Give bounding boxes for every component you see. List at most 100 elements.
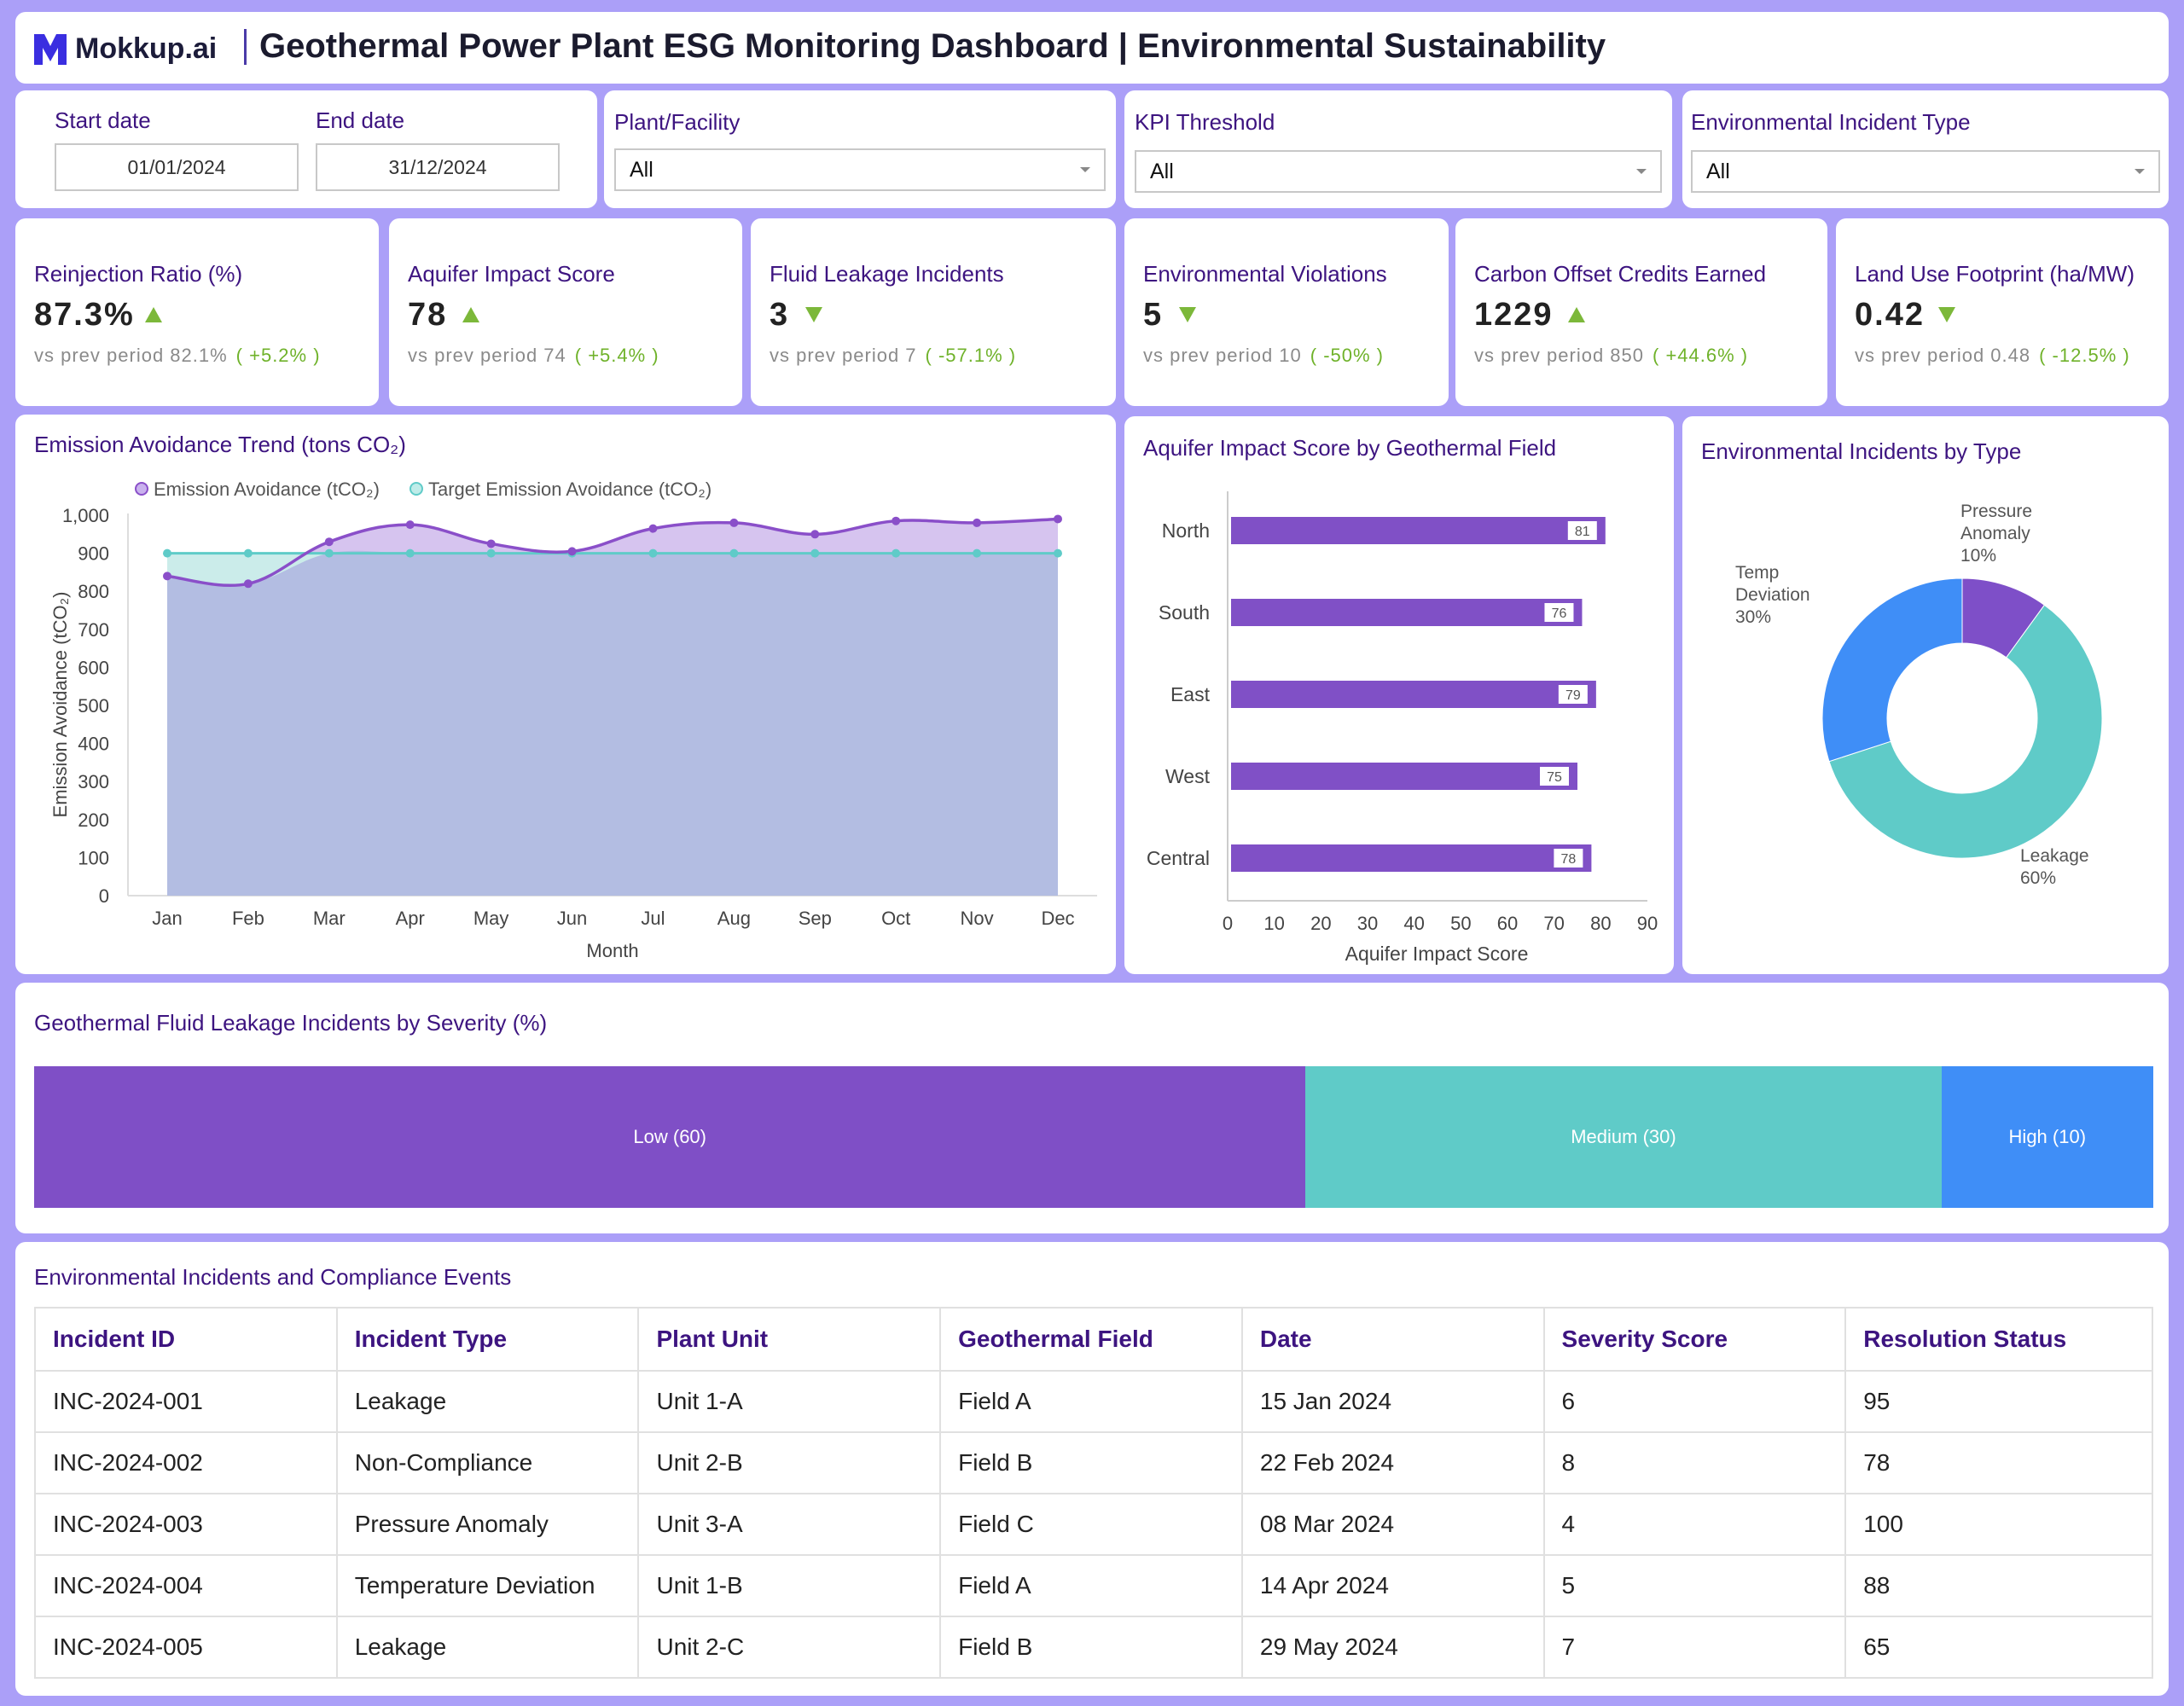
bar-value-label: 75 — [1547, 770, 1562, 785]
y-tick-label: 300 — [78, 771, 109, 792]
x-tick-label: 50 — [1450, 913, 1471, 934]
table-cell: Non-Compliance — [335, 1431, 640, 1494]
aquifer-chart-title: Aquifer Impact Score by Geothermal Field — [1143, 435, 1557, 461]
table-row[interactable]: INC-2024-003 Pressure Anomaly Unit 3-A Fiel… — [34, 1493, 2153, 1556]
trend-down-icon — [1938, 307, 1955, 322]
table-cell: Leakage — [335, 1616, 640, 1679]
svg-text:60%: 60% — [2020, 868, 2056, 888]
start-date-input[interactable]: 01/01/2024 — [55, 143, 299, 191]
y-tick-label: 800 — [78, 581, 109, 602]
emission-point — [1054, 514, 1062, 524]
column-header[interactable]: Date — [1240, 1307, 1545, 1372]
kpi-title: Aquifer Impact Score — [408, 261, 615, 287]
kpi-title: Environmental Violations — [1143, 261, 1387, 287]
y-tick-label: 1,000 — [62, 505, 109, 526]
date-filter-card: Start date 01/01/2024 End date 31/12/202… — [15, 90, 597, 208]
x-tick-label: Jul — [641, 908, 665, 929]
emission-point — [243, 579, 253, 589]
column-header[interactable]: Plant Unit — [637, 1307, 942, 1372]
table-cell: INC-2024-003 — [34, 1493, 338, 1556]
legend-label-target: Target Emission Avoidance (tCO₂) — [428, 479, 712, 500]
table-header-row: Incident ID Incident Type Plant Unit Geothe… — [34, 1307, 2153, 1372]
target-point — [729, 548, 739, 558]
bar-value-box — [1558, 685, 1588, 704]
x-axis-title: Aquifer Impact Score — [1345, 943, 1529, 965]
svg-text:Temp: Temp — [1735, 563, 1779, 583]
table-cell: Unit 3-A — [637, 1493, 942, 1556]
target-point — [324, 548, 334, 558]
table-cell: INC-2024-002 — [34, 1431, 338, 1494]
column-header[interactable]: Resolution Status — [1844, 1307, 2153, 1372]
donut-slice — [1821, 577, 1963, 763]
y-tick-label: 900 — [78, 543, 109, 565]
table-row[interactable]: INC-2024-002 Non-Compliance Unit 2-B Field … — [34, 1431, 2153, 1494]
kpi-comparison: vs prev period 10( -50% ) — [1143, 345, 1385, 366]
table-cell: 88 — [1844, 1554, 2153, 1617]
table-cell: 4 — [1542, 1493, 1847, 1556]
column-header[interactable]: Severity Score — [1542, 1307, 1847, 1372]
target-point — [405, 548, 415, 558]
bar — [1231, 599, 1583, 626]
kpi-comparison: vs prev period 7( -57.1% ) — [770, 345, 1017, 366]
kpi-threshold-select[interactable]: All — [1135, 150, 1662, 193]
category-label: South — [1159, 601, 1210, 624]
table-cell: Temperature Deviation — [335, 1554, 640, 1617]
kpi-threshold-card: KPI Threshold All — [1124, 90, 1672, 208]
table-row[interactable]: INC-2024-005 Leakage Unit 2-C Field B 29 May… — [34, 1616, 2153, 1679]
target-point — [810, 548, 820, 558]
svg-text:Pressure: Pressure — [1960, 502, 2032, 521]
table-cell: 78 — [1844, 1431, 2153, 1494]
kpi-comparison: vs prev period 0.48( -12.5% ) — [1855, 345, 2130, 366]
x-tick-label: Nov — [961, 908, 994, 929]
plant-filter-select[interactable]: All — [614, 148, 1106, 191]
end-date-label: End date — [316, 107, 405, 133]
column-header[interactable]: Incident Type — [335, 1307, 640, 1372]
kpi-value: 1229 — [1474, 297, 1554, 333]
emission-point — [405, 520, 415, 530]
table-row[interactable]: INC-2024-001 Leakage Unit 1-A Field A 15 Jan… — [34, 1370, 2153, 1433]
table-cell: 65 — [1844, 1616, 2153, 1679]
emission-point — [810, 530, 820, 539]
bar-value-label: 79 — [1565, 688, 1581, 703]
kpi-card-land-use: Land Use Footprint (ha/MW) 0.42 vs prev … — [1836, 218, 2169, 406]
x-tick-label: 20 — [1310, 913, 1331, 934]
column-header[interactable]: Incident ID — [34, 1307, 338, 1372]
table-cell: 95 — [1844, 1370, 2153, 1433]
table-cell: INC-2024-005 — [34, 1616, 338, 1679]
table-cell: 15 Jan 2024 — [1240, 1370, 1545, 1433]
kpi-card-carbon: Carbon Offset Credits Earned 1229 vs pre… — [1455, 218, 1827, 406]
incident-type-select[interactable]: All — [1691, 150, 2160, 193]
end-date-input[interactable]: 31/12/2024 — [316, 143, 560, 191]
y-tick-label: 100 — [78, 847, 109, 868]
plant-filter-value: All — [630, 158, 653, 182]
chevron-down-icon — [1080, 167, 1090, 172]
kpi-title: Reinjection Ratio (%) — [34, 261, 243, 287]
kpi-threshold-value: All — [1150, 160, 1174, 183]
emission-point — [892, 516, 901, 525]
trend-down-icon — [805, 307, 822, 322]
table-cell: 22 Feb 2024 — [1240, 1431, 1545, 1494]
x-tick-label: May — [473, 908, 509, 929]
kpi-title: Carbon Offset Credits Earned — [1474, 261, 1767, 287]
incidents-by-type-card: Environmental Incidents by Type Pressure… — [1682, 416, 2169, 974]
bar-value-label: 76 — [1552, 606, 1567, 621]
column-header[interactable]: Geothermal Field — [939, 1307, 1243, 1372]
table-cell: Pressure Anomaly — [335, 1493, 640, 1556]
bar-value-box — [1554, 849, 1583, 868]
y-tick-label: 400 — [78, 734, 109, 755]
trend-up-icon — [1568, 307, 1585, 322]
table-cell: INC-2024-004 — [34, 1554, 338, 1617]
emission-point — [163, 572, 171, 581]
table-cell: Unit 1-B — [637, 1554, 942, 1617]
table-cell: 8 — [1542, 1431, 1847, 1494]
y-tick-label: 600 — [78, 657, 109, 678]
table-cell: 08 Mar 2024 — [1240, 1493, 1545, 1556]
chevron-down-icon — [1636, 169, 1647, 174]
x-tick-label: Apr — [396, 908, 425, 929]
table-row[interactable]: INC-2024-004 Temperature Deviation Unit 1-… — [34, 1554, 2153, 1617]
incidents-table: Incident ID Incident Type Plant Unit Geothe… — [34, 1307, 2153, 1679]
mokkup-logo-icon — [34, 33, 67, 65]
category-label: East — [1170, 683, 1211, 705]
emission-point — [973, 518, 982, 527]
